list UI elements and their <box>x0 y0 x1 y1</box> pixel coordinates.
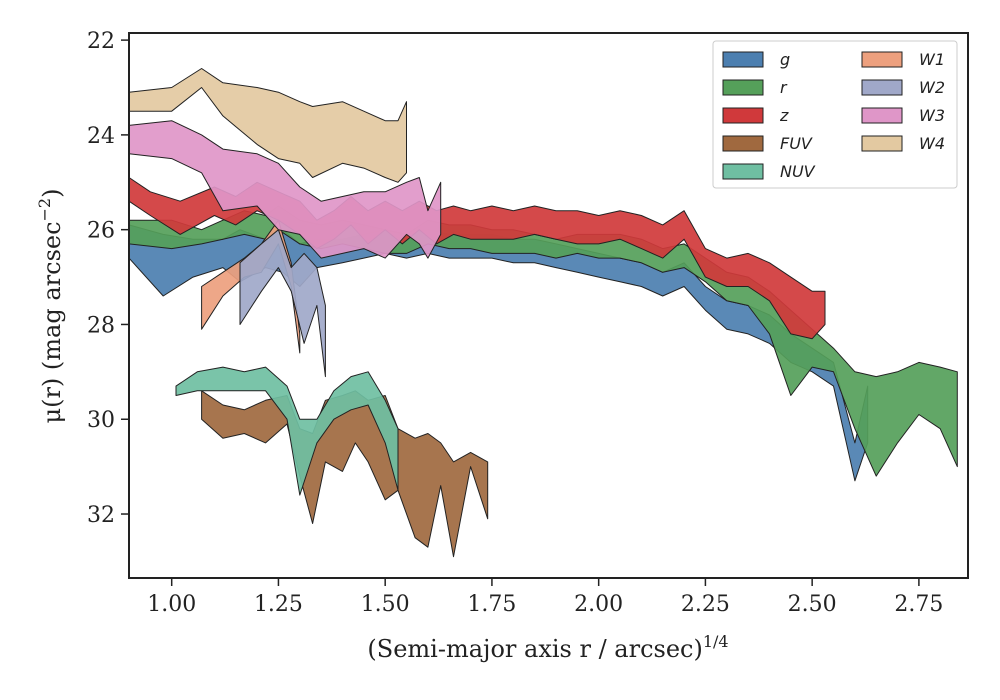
y-tick-label: 30 <box>87 408 115 433</box>
x-tick-label: 1.75 <box>467 592 516 617</box>
y-tick-label: 24 <box>87 124 115 149</box>
x-axis-ticks: 1.00 1.25 1.50 1.75 2.00 2.25 2.50 2.75 <box>147 578 943 617</box>
legend: grz FUV NUV W1 W2 W3 W4 <box>712 40 958 189</box>
legend-label-w2: W2 <box>919 78 945 97</box>
x-tick-label: 2.50 <box>788 592 837 617</box>
x-tick-label: 2.25 <box>681 592 730 617</box>
legend-label-w1: W1 <box>919 50 945 69</box>
legend-swatch-w2 <box>861 79 903 96</box>
y-axis-title-text: μ(r) (mag arcsec <box>38 221 66 423</box>
x-axis-title-text: (Semi-major axis r / arcsec) <box>367 635 702 663</box>
series-band-w4 <box>128 68 407 183</box>
legend-label-z: z <box>779 106 789 125</box>
y-axis-title: μ(r) (mag arcsec−2) <box>35 189 66 424</box>
legend-label-w3: W3 <box>919 106 945 125</box>
legend-swatch-w4 <box>861 135 903 152</box>
legend-swatch-w1 <box>861 51 903 68</box>
x-tick-label: 2.75 <box>894 592 943 617</box>
y-tick-label: 32 <box>87 503 115 528</box>
y-axis-title-sup: −2 <box>35 198 54 222</box>
series-band-nuv <box>175 366 399 496</box>
series-band-w3 <box>128 120 442 259</box>
x-axis-title-sup: 1/4 <box>703 632 729 651</box>
x-tick-label: 1.00 <box>147 592 196 617</box>
legend-label-fuv: FUV <box>780 134 813 153</box>
legend-swatch-nuv <box>722 163 764 180</box>
legend-swatch-fuv <box>722 135 764 152</box>
y-axis-title-end: ) <box>38 189 66 198</box>
legend-swatch-g <box>722 51 764 68</box>
y-tick-label: 26 <box>87 219 115 244</box>
x-tick-label: 2.00 <box>574 592 623 617</box>
plot-frame <box>128 32 969 579</box>
legend-swatch-w3 <box>861 107 903 124</box>
legend-label-nuv: NUV <box>780 162 816 181</box>
y-tick-label: 28 <box>87 313 115 338</box>
x-tick-label: 1.50 <box>361 592 410 617</box>
legend-swatch-r <box>722 79 764 96</box>
x-tick-label: 1.25 <box>254 592 303 617</box>
series-areas <box>128 68 958 558</box>
legend-label-w4: W4 <box>919 134 945 153</box>
x-axis-title: (Semi-major axis r / arcsec)1/4 <box>367 632 728 663</box>
legend-label-r: r <box>780 78 788 97</box>
series-band-w2 <box>239 229 326 378</box>
legend-swatch-z <box>722 107 764 124</box>
y-axis-ticks: 22 24 26 28 30 32 <box>87 29 129 528</box>
legend-label-g: g <box>780 50 790 69</box>
y-tick-label: 22 <box>87 29 115 54</box>
series-band-fuv <box>201 390 489 558</box>
